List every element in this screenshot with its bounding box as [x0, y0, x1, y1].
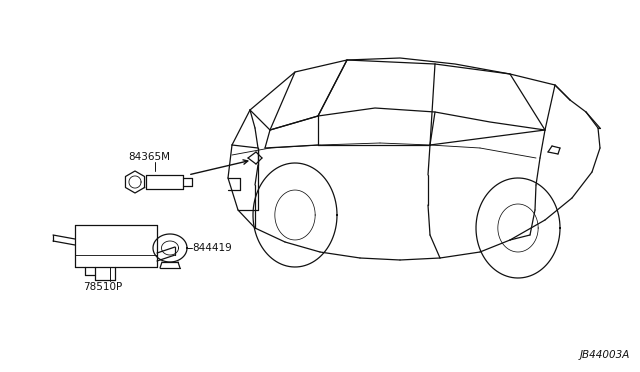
Text: 78510P: 78510P [83, 282, 122, 292]
Text: 844419: 844419 [192, 243, 232, 253]
Text: JB44003A: JB44003A [580, 350, 630, 360]
Text: 84365M: 84365M [128, 152, 170, 162]
